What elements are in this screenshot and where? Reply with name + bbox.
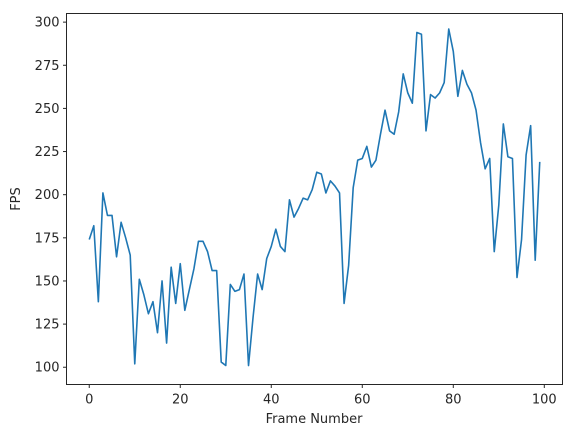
x-axis-ticks: 0 20 40 60 80 100 <box>85 384 557 408</box>
x-tick-label: 100 <box>532 393 557 408</box>
y-tick-label: 100 <box>35 361 60 376</box>
x-tick-label: 40 <box>263 393 280 408</box>
x-tick-label: 0 <box>85 393 93 408</box>
y-tick-label: 125 <box>35 318 60 333</box>
y-tick-label: 275 <box>35 59 60 74</box>
y-tick-label: 300 <box>35 16 60 31</box>
y-axis-label: FPS <box>9 187 24 211</box>
y-axis-ticks: 100 125 150 175 200 225 250 275 300 <box>35 16 67 376</box>
fps-series-line <box>88 28 541 367</box>
y-tick-label: 250 <box>35 102 60 117</box>
axes-frame <box>66 13 563 385</box>
y-tick-label: 200 <box>35 188 60 203</box>
x-tick-label: 20 <box>172 393 189 408</box>
x-tick-label: 60 <box>354 393 371 408</box>
y-tick-label: 150 <box>35 274 60 289</box>
plot-area <box>88 28 541 367</box>
x-axis-label: Frame Number <box>266 412 364 427</box>
x-tick-label: 80 <box>445 393 462 408</box>
y-tick-label: 175 <box>35 231 60 246</box>
y-tick-label: 225 <box>35 145 60 160</box>
